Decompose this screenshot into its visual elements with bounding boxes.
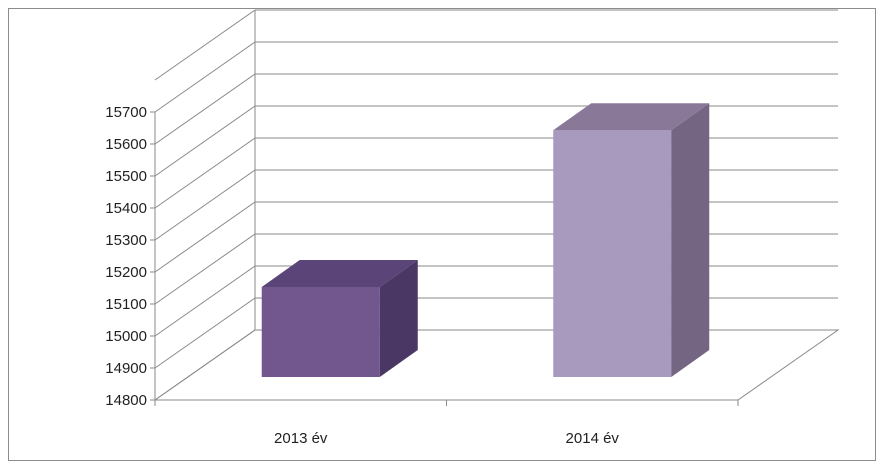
gridline-side <box>154 105 256 177</box>
y-tick-label: 14800 <box>105 392 147 409</box>
bar-side <box>379 260 418 377</box>
gridline-side <box>154 41 256 113</box>
bar-top <box>261 260 418 287</box>
gridline-side <box>154 169 256 241</box>
bar-top <box>553 103 710 131</box>
y-tick-label: 15300 <box>105 232 147 249</box>
y-tick-label: 15400 <box>105 200 147 217</box>
gridline-side <box>154 329 256 401</box>
gridline-side <box>154 265 256 337</box>
y-tick-label: 15600 <box>105 136 147 153</box>
y-tick-labels: 14800 14900 15000 15100 15200 15300 15400 15500… <box>105 104 147 409</box>
chart-walls <box>153 10 840 401</box>
y-tick-label: 15100 <box>105 296 147 313</box>
x-tick-label: 2013 év <box>274 430 328 447</box>
gridline-side <box>154 233 256 305</box>
gridline-side <box>154 9 256 81</box>
gridlines <box>154 9 838 401</box>
bar-side <box>671 103 710 377</box>
y-tick-label: 15500 <box>105 168 147 185</box>
y-tick-label: 14900 <box>105 360 147 377</box>
gridline-side <box>154 201 256 273</box>
bar-2 <box>553 103 710 377</box>
y-tick-label: 15200 <box>105 264 147 281</box>
gridline-side <box>154 73 256 145</box>
y-tick-label: 15000 <box>105 328 147 345</box>
floor <box>153 329 840 401</box>
axes <box>150 111 739 406</box>
gridline-side <box>154 297 256 369</box>
bar-front <box>553 130 672 377</box>
bar-1 <box>261 260 418 377</box>
gridline-side <box>154 137 256 209</box>
bars <box>261 103 710 377</box>
y-tick-label: 15700 <box>105 104 147 121</box>
x-tick-label: 2014 év <box>566 430 620 447</box>
bar-front <box>261 287 380 377</box>
x-tick-labels: 2013 év 2014 év <box>274 430 619 447</box>
